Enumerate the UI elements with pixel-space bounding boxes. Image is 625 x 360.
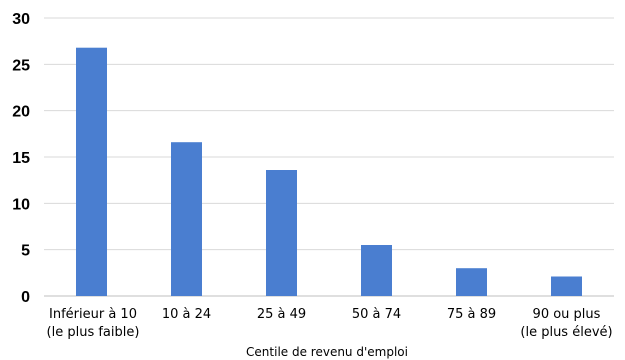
x-tick-label: Inférieur à 10 (le plus faible): [47, 307, 140, 340]
x-tick-label: 90 ou plus (le plus élevé): [520, 307, 612, 340]
y-axis-ticks: 0 5 10 15 20 25 30: [12, 11, 30, 306]
x-axis-ticks: Inférieur à 10 (le plus faible) 10 à 24 25 …: [47, 307, 613, 340]
bar: [361, 245, 392, 296]
y-tick-label: 30: [12, 11, 30, 28]
bar: [171, 142, 202, 296]
bars: [76, 47, 582, 297]
x-tick-label: 50 à 74: [352, 307, 401, 322]
y-tick-label: 20: [12, 104, 30, 121]
y-tick-label: 15: [12, 150, 30, 167]
x-tick-label: 10 à 24: [162, 307, 211, 322]
x-tick-label: 75 à 89: [447, 307, 496, 322]
bar: [266, 170, 297, 296]
bar: [76, 47, 107, 297]
y-tick-label: 10: [12, 196, 30, 213]
bar: [456, 268, 487, 296]
y-tick-label: 0: [21, 289, 30, 306]
x-axis-label: Centile de revenu d'emploi: [246, 345, 408, 359]
y-tick-label: 25: [12, 57, 30, 74]
bar: [551, 276, 582, 296]
gridlines: [44, 17, 614, 297]
y-tick-label: 5: [21, 243, 30, 260]
x-tick-label: 25 à 49: [257, 307, 306, 322]
